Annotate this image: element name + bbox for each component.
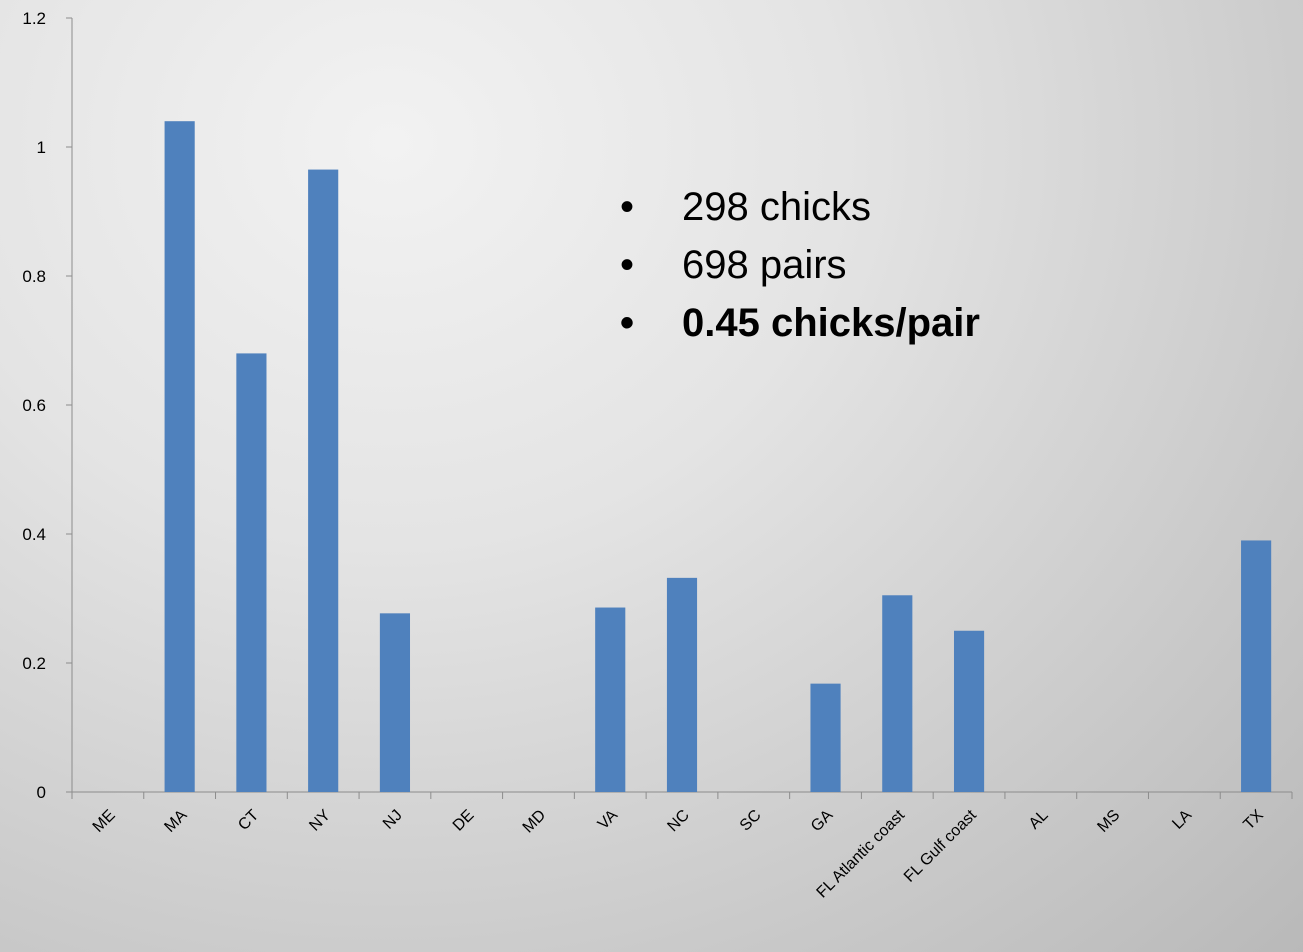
y-axis: 0 0.2 0.4 0.6 0.8 1 1.2 [22, 9, 73, 802]
x-tick-label: SC [737, 807, 765, 835]
bar-fl-gulf-coast [953, 630, 985, 792]
x-tick-label: LA [1169, 807, 1195, 833]
bar-nj [379, 613, 411, 792]
x-tick-label: NC [664, 807, 692, 835]
y-tick-label: 0 [37, 783, 46, 802]
bar-ma [164, 121, 195, 792]
x-tick-label: CT [235, 807, 262, 834]
bar-ct [236, 353, 267, 792]
x-tick-label: VA [595, 807, 622, 834]
x-tick-label: NJ [380, 807, 406, 833]
bar-va [595, 607, 626, 792]
y-tick-label: 0.6 [22, 396, 46, 415]
note-chicks: 298 chicks [620, 178, 980, 236]
y-tick-label: 0.4 [22, 525, 46, 544]
x-tick-label: ME [90, 807, 119, 836]
y-tick-label: 0.8 [22, 267, 46, 286]
bar-nc [666, 577, 698, 792]
x-tick-label: GA [808, 807, 837, 836]
note-pairs: 698 pairs [620, 236, 980, 294]
x-tick-label: TX [1240, 807, 1267, 834]
x-tick-label: MA [161, 807, 190, 836]
y-tick-label: 0.2 [22, 654, 46, 673]
x-tick-label: AL [1026, 807, 1052, 833]
note-chicks-per-pair: 0.45 chicks/pair [620, 294, 980, 352]
y-tick-label: 1.2 [22, 9, 46, 28]
bar-ga [810, 683, 841, 792]
bar-fl-atlantic-coast [882, 595, 913, 792]
x-tick-label: DE [450, 807, 478, 835]
y-tick-label: 1 [37, 138, 46, 157]
bar-tx [1241, 540, 1272, 792]
x-tick-label: MS [1094, 807, 1123, 836]
bars [164, 121, 1272, 792]
bar-ny [308, 169, 339, 792]
x-tick-label: MD [520, 807, 550, 837]
x-tick-label: NY [306, 807, 334, 835]
x-tick-label: FL Gulf coast [901, 806, 980, 885]
summary-notes: 298 chicks 698 pairs 0.45 chicks/pair [620, 178, 980, 352]
